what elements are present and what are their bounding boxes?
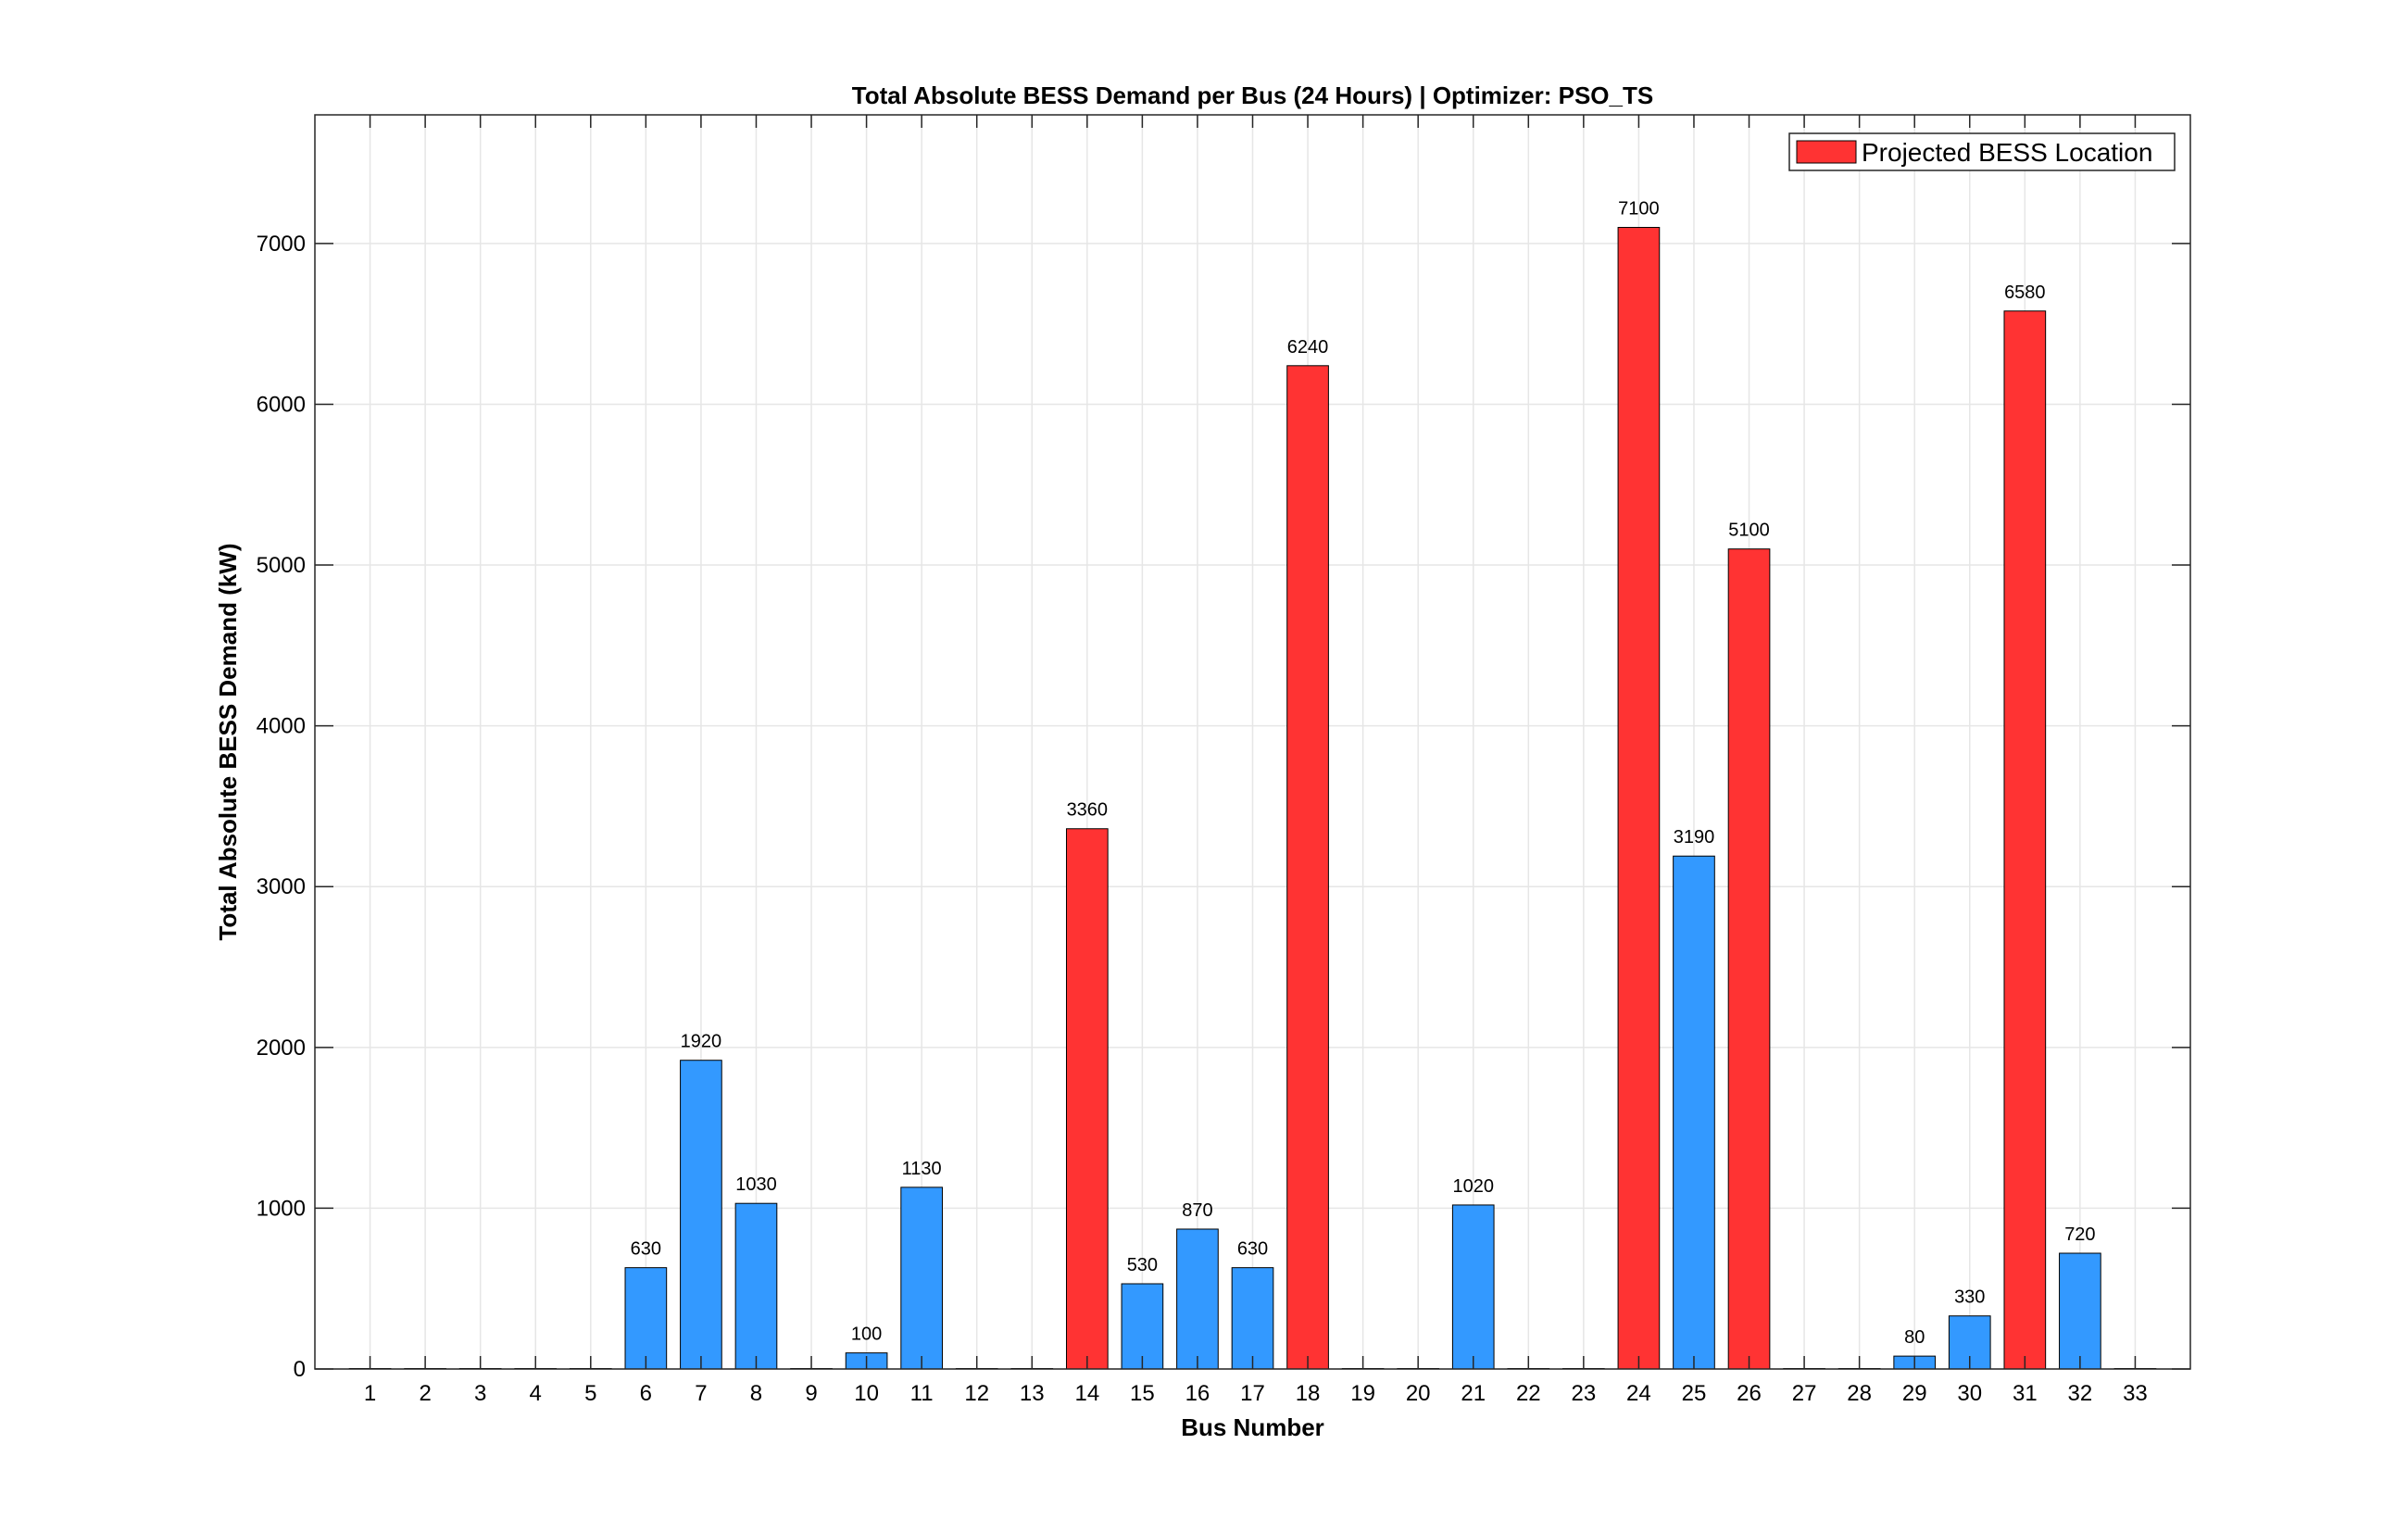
x-tick-label: 2: [419, 1381, 431, 1406]
bar: [734, 1202, 778, 1370]
bar-value-label: 1030: [735, 1174, 777, 1195]
bar-value-label: 630: [631, 1239, 661, 1260]
bar-value-label: 6240: [1287, 337, 1329, 358]
bar: [1176, 1228, 1219, 1370]
y-tick-label: 4000: [257, 714, 306, 739]
bar-value-label: 1920: [681, 1032, 722, 1052]
x-tick-label: 29: [1902, 1381, 1927, 1406]
bar: [624, 1267, 668, 1370]
bar-value-label: 530: [1127, 1255, 1158, 1275]
x-tick-label: 5: [584, 1381, 596, 1406]
bar-value-label: 100: [851, 1325, 882, 1345]
y-tick-label: 0: [294, 1357, 306, 1382]
x-tick-label: 7: [695, 1381, 707, 1406]
y-axis-label: Total Absolute BESS Demand (kW): [214, 543, 242, 940]
grid-lines: [315, 115, 2190, 1370]
x-tick-label: 12: [964, 1381, 989, 1406]
x-tick-label: 15: [1130, 1381, 1155, 1406]
bar-value-label: 330: [1954, 1287, 1985, 1308]
x-tick-label: 32: [2068, 1381, 2093, 1406]
x-tick-label: 31: [2013, 1381, 2038, 1406]
x-tick-label: 30: [1957, 1381, 1982, 1406]
bar: [2059, 1252, 2101, 1370]
bar-value-label: 7100: [1618, 199, 1660, 220]
bar-value-label: 720: [2064, 1224, 2095, 1245]
bar-value-label: 1020: [1452, 1176, 1494, 1197]
x-tick-label: 6: [640, 1381, 652, 1406]
bar-value-label: 630: [1237, 1239, 1268, 1260]
x-tick-label: 3: [474, 1381, 486, 1406]
x-tick-label: 11: [910, 1381, 934, 1406]
x-tick-label: 1: [364, 1381, 376, 1406]
y-tick-label: 6000: [257, 392, 306, 417]
bar-value-label: 80: [1904, 1327, 1925, 1348]
x-tick-label: 8: [750, 1381, 762, 1406]
bar: [900, 1187, 943, 1370]
bar: [1451, 1204, 1495, 1370]
bar-value-label: 5100: [1728, 521, 1770, 541]
bar-value-label: 1130: [902, 1159, 942, 1179]
legend: Projected BESS Location: [1788, 132, 2176, 171]
bar-value-label: 6580: [2004, 283, 2046, 303]
bar-projected-bess: [1727, 548, 1771, 1370]
axes: 1 2 3 4 5 6 7 8 9 10 11 12 13 14 15 16 17 18 19 20 21 22 23 24 2…: [257, 115, 2190, 1406]
y-tick-label: 7000: [257, 232, 306, 257]
bar-value-label: 3360: [1067, 800, 1109, 821]
x-tick-label: 22: [1516, 1381, 1541, 1406]
x-tick-label: 26: [1737, 1381, 1762, 1406]
x-tick-label: 17: [1240, 1381, 1265, 1406]
plot-area-border: [314, 114, 2191, 1370]
chart-title: Total Absolute BESS Demand per Bus (24 H…: [852, 82, 1653, 109]
bar-projected-bess: [1065, 828, 1109, 1370]
x-tick-label: 19: [1350, 1381, 1375, 1406]
x-tick-label: 10: [854, 1381, 879, 1406]
bar-projected-bess: [1286, 365, 1329, 1370]
legend-label: Projected BESS Location: [1862, 138, 2152, 167]
x-tick-label: 9: [805, 1381, 817, 1406]
x-tick-label: 33: [2123, 1381, 2148, 1406]
bar: [1673, 855, 1715, 1370]
bar: [680, 1060, 722, 1370]
y-tick-label: 3000: [257, 874, 306, 899]
x-tick-label: 13: [1020, 1381, 1045, 1406]
bar: [1121, 1283, 1164, 1370]
x-tick-label: 14: [1074, 1381, 1099, 1406]
x-tick-label: 18: [1296, 1381, 1321, 1406]
y-tick-label: 2000: [257, 1036, 306, 1061]
x-tick-label: 27: [1792, 1381, 1817, 1406]
y-tick-label: 1000: [257, 1196, 306, 1221]
bar-value-label: 3190: [1674, 827, 1715, 848]
x-tick-label: 21: [1461, 1381, 1486, 1406]
y-tick-label: 5000: [257, 553, 306, 578]
x-tick-label: 25: [1682, 1381, 1707, 1406]
x-axis-label: Bus Number: [1181, 1413, 1324, 1441]
bar: [1231, 1267, 1274, 1370]
x-tick-label: 28: [1847, 1381, 1872, 1406]
x-tick-label: 24: [1626, 1381, 1651, 1406]
x-tick-label: 16: [1185, 1381, 1210, 1406]
bar-projected-bess: [2003, 310, 2047, 1370]
x-tick-label: 23: [1572, 1381, 1597, 1406]
x-tick-label: 20: [1406, 1381, 1431, 1406]
x-tick-label: 4: [530, 1381, 542, 1406]
bar-value-label: 870: [1182, 1200, 1212, 1221]
bar-projected-bess: [1617, 227, 1661, 1370]
data-labels: 630 1920 1030 100 1130 3360 530 870 630 6240 1020 7…: [631, 199, 2096, 1349]
bars: [348, 227, 2157, 1370]
legend-swatch: [1796, 140, 1857, 164]
